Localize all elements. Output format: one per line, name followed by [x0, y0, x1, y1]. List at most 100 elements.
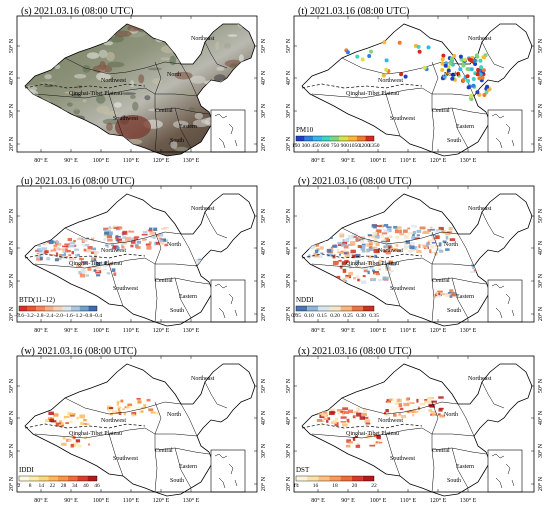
- pixel-cell: [341, 411, 346, 415]
- pixel-cell: [316, 242, 320, 247]
- pixel-cell: [143, 404, 147, 409]
- region-label: Northeast: [191, 376, 215, 382]
- pixel-cell: [492, 266, 498, 269]
- pixel-cell: [54, 258, 59, 262]
- pixel-cell: [376, 435, 381, 440]
- pixel-cell: [88, 443, 91, 446]
- pixel-cell: [49, 254, 55, 256]
- region-label: North: [444, 72, 458, 78]
- region-border: [64, 57, 182, 75]
- pixel-cell: [442, 240, 447, 243]
- china-outline: [301, 363, 533, 497]
- inset-frame: [487, 449, 523, 493]
- pixel-cell: [36, 258, 42, 261]
- lat-tick-label: 30° N: [8, 273, 15, 288]
- pixel-cell: [142, 231, 148, 234]
- pixel-cell: [92, 263, 96, 267]
- lon-tick-label: 100° E: [370, 157, 387, 164]
- colorbar-swatch: [340, 306, 352, 311]
- pixel-cell: [377, 279, 382, 282]
- region-label: Central: [432, 448, 450, 454]
- pixel-cell: [385, 414, 390, 417]
- lat-tick-label: 40° N: [260, 70, 267, 85]
- pixel-cell: [317, 412, 323, 415]
- pixel-cell: [164, 243, 168, 247]
- pixel-cell: [393, 225, 398, 229]
- colorbar-swatch: [340, 476, 352, 481]
- pixel-cell: [334, 422, 339, 427]
- pixel-cell: [412, 230, 417, 235]
- lon-tick-label: 100° E: [370, 327, 387, 334]
- pixel-cell: [141, 234, 148, 236]
- cloud-patch: [174, 146, 188, 152]
- pixel-cell: [480, 269, 486, 274]
- south-china-sea-inset: [210, 279, 246, 323]
- cloud-patch: [76, 122, 85, 130]
- pixel-cell: [409, 412, 412, 414]
- region-label: Southwest: [113, 456, 138, 462]
- colorbar-tick-label: 0.10: [304, 313, 314, 319]
- region-border: [341, 227, 459, 245]
- pixel-cell: [361, 249, 366, 253]
- cloud-patch: [106, 122, 113, 131]
- region-label: Eastern: [456, 294, 474, 300]
- cloud-patch: [105, 51, 115, 62]
- inset-frame: [487, 279, 523, 323]
- lon-tick-label: 110° E: [400, 497, 417, 504]
- cloud-patch: [39, 37, 50, 48]
- cloud-patch: [205, 87, 222, 93]
- region-border: [451, 277, 469, 319]
- cloud-patch: [142, 24, 152, 30]
- pixel-cell: [107, 405, 111, 408]
- region-label: Northwest: [378, 418, 403, 424]
- colorbar-swatch: [296, 476, 308, 481]
- station-point: [382, 40, 387, 45]
- pixel-cell: [128, 230, 135, 233]
- inset-islands: [214, 113, 238, 149]
- pixel-cell: [64, 243, 70, 246]
- colorbar-tick-label: 14: [39, 483, 45, 489]
- pixel-cell: [438, 396, 444, 399]
- pixel-cell: [206, 259, 212, 262]
- pixel-cell: [142, 238, 146, 241]
- region-label: Southwest: [390, 116, 415, 122]
- pixel-cell: [57, 242, 62, 246]
- lat-tick-label: 20° N: [537, 476, 544, 491]
- pixel-cell: [348, 274, 352, 277]
- cloud-patch: [113, 102, 122, 108]
- cloud-patch: [215, 81, 224, 89]
- pixel-cell: [79, 414, 85, 419]
- pixel-cell: [385, 242, 389, 245]
- pixel-cell: [75, 439, 81, 443]
- pixel-cell: [350, 249, 356, 254]
- pixel-cell: [375, 272, 380, 276]
- pixel-cell: [103, 228, 108, 231]
- pixel-cell: [344, 255, 350, 258]
- pixel-cell: [107, 227, 113, 230]
- pixel-cell: [69, 241, 76, 245]
- region-label: North: [444, 242, 458, 248]
- station-point: [403, 74, 408, 79]
- lat-tick-label: 20° N: [285, 476, 292, 491]
- pixel-cell: [377, 262, 382, 267]
- pixel-cell: [150, 411, 156, 414]
- pixel-cell: [73, 239, 76, 243]
- colorbar-tick-label: 46: [94, 483, 100, 489]
- cloud-patch: [39, 30, 47, 36]
- cloud-patch: [194, 112, 203, 120]
- pixel-cell: [409, 249, 415, 252]
- cloud-patch: [216, 66, 225, 71]
- colorbar-tick-label: 0.15: [317, 313, 327, 319]
- region-label: South: [447, 308, 461, 314]
- station-point: [461, 63, 466, 68]
- colorbar-swatch: [322, 136, 331, 141]
- pixel-cell: [449, 294, 453, 298]
- pixel-cell: [130, 239, 136, 244]
- pixel-cell: [448, 226, 453, 231]
- pixel-cell: [76, 416, 79, 420]
- pixel-cell: [82, 269, 87, 274]
- pixel-cell: [339, 265, 343, 269]
- station-point: [479, 65, 484, 70]
- pixel-cell: [121, 243, 124, 248]
- pixel-cell: [318, 233, 321, 237]
